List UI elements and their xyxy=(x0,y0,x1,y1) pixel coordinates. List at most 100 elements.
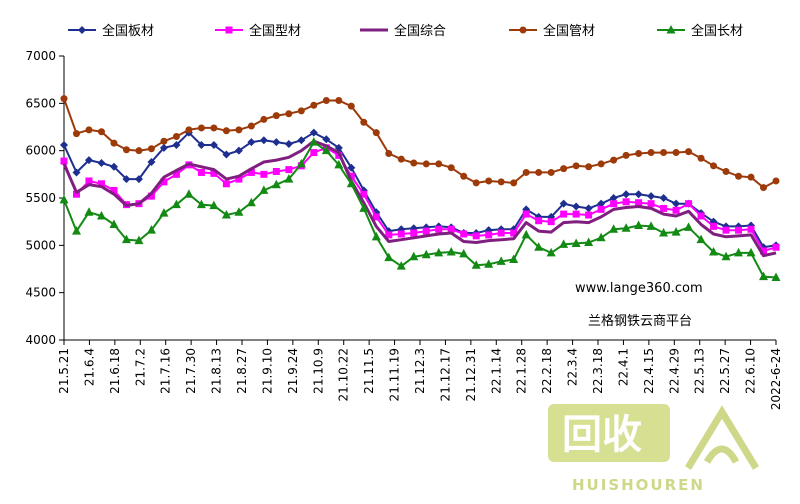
legend-label: 全国型材 xyxy=(249,23,301,39)
data-point-triangle xyxy=(459,248,469,258)
data-point-diamond xyxy=(597,199,606,208)
data-point-triangle xyxy=(359,203,369,212)
data-point-circle xyxy=(522,168,530,176)
data-point-square xyxy=(510,229,518,237)
legend-entry: 全国型材 xyxy=(215,23,301,39)
data-point-triangle xyxy=(171,199,181,209)
data-point-circle xyxy=(210,124,218,132)
data-point-triangle xyxy=(59,194,69,204)
data-point-square xyxy=(422,227,430,235)
data-point-circle xyxy=(685,148,693,156)
data-point-triangle xyxy=(346,178,356,188)
x-tick-label: 21.7.2 xyxy=(133,348,147,386)
y-tick-label: 7000 xyxy=(25,49,56,63)
data-point-square xyxy=(160,178,168,186)
data-point-circle xyxy=(560,165,568,173)
legend-label: 全国管材 xyxy=(543,23,595,39)
data-point-circle xyxy=(197,124,205,132)
data-point-square xyxy=(347,172,355,180)
data-point-square xyxy=(660,204,668,212)
data-point-triangle xyxy=(96,210,106,220)
data-point-triangle xyxy=(146,225,156,234)
data-point-diamond xyxy=(259,136,268,145)
data-point-diamond xyxy=(209,140,218,149)
y-tick-label: 4500 xyxy=(25,286,56,300)
data-point-triangle xyxy=(534,242,544,251)
data-point-circle xyxy=(697,154,705,162)
data-point-triangle xyxy=(196,199,206,209)
y-axis: 4000 4500 5000 5500 6000 6500 7000 xyxy=(25,49,65,347)
annotations: www.lange360.com 兰格钢铁云商平台 xyxy=(575,281,703,329)
data-point-square xyxy=(610,200,618,208)
data-point-square xyxy=(672,206,680,214)
data-point-triangle xyxy=(596,232,606,242)
data-point-circle xyxy=(235,126,243,134)
data-point-square xyxy=(447,225,455,233)
data-point-triangle xyxy=(646,221,656,230)
data-point-triangle xyxy=(321,145,331,155)
data-point-triangle xyxy=(246,197,256,207)
data-point-triangle xyxy=(159,208,169,217)
data-point-circle xyxy=(360,118,368,126)
data-point-triangle xyxy=(696,234,706,244)
data-point-diamond xyxy=(297,136,306,145)
data-point-triangle xyxy=(71,226,81,235)
x-tick-label: 21.12.17 xyxy=(438,348,452,401)
data-point-circle xyxy=(172,132,180,140)
data-point-square xyxy=(697,212,705,220)
data-point-diamond xyxy=(172,140,181,149)
data-point-circle xyxy=(335,96,343,104)
data-point-diamond xyxy=(322,135,331,144)
data-point-diamond xyxy=(147,158,156,167)
data-point-triangle xyxy=(484,259,494,268)
x-tick-label: 21.11.19 xyxy=(388,348,402,401)
data-point-triangle xyxy=(234,207,244,216)
data-point-triangle xyxy=(384,252,394,262)
x-tick-label: 22.4.1 xyxy=(616,348,630,386)
data-point-circle xyxy=(772,177,780,185)
data-point-square xyxy=(560,210,568,218)
data-point-triangle xyxy=(746,247,756,257)
data-point-circle xyxy=(60,95,68,103)
data-point-square xyxy=(397,230,405,238)
x-tick-label: 21.9.10 xyxy=(260,348,274,394)
data-point-diamond xyxy=(222,150,231,159)
x-tick-label: 21.10.9 xyxy=(311,348,325,394)
data-point-circle xyxy=(372,129,380,137)
data-point-square xyxy=(535,217,543,225)
legend-label: 全国板材 xyxy=(102,23,154,39)
y-tick-label: 6500 xyxy=(25,96,56,110)
data-point-square xyxy=(760,247,768,255)
data-point-square xyxy=(497,229,505,237)
data-point-triangle xyxy=(121,234,131,244)
x-tick-label: 21.12.31 xyxy=(464,348,478,401)
data-point-triangle xyxy=(684,222,694,231)
series-5 xyxy=(59,137,781,282)
source-url-annotation: www.lange360.com xyxy=(575,281,703,296)
data-point-circle xyxy=(272,112,280,120)
x-tick-label: 21.8.27 xyxy=(235,348,249,394)
data-point-square xyxy=(597,205,605,213)
data-point-triangle xyxy=(434,247,444,257)
y-tick-label: 5000 xyxy=(25,238,56,252)
data-point-square xyxy=(622,198,630,206)
data-point-triangle xyxy=(709,246,719,256)
data-point-diamond xyxy=(60,140,68,149)
x-tick-label: 21.6.18 xyxy=(108,348,122,394)
data-point-circle xyxy=(635,150,643,158)
legend-entry: 全国管材 xyxy=(509,23,595,39)
data-point-circle xyxy=(135,147,143,155)
data-point-triangle xyxy=(396,261,406,270)
data-point-square xyxy=(210,169,218,177)
data-point-circle xyxy=(72,130,80,138)
data-point-square xyxy=(410,229,418,237)
data-point-circle xyxy=(160,137,168,145)
series-line xyxy=(63,98,777,189)
data-point-circle xyxy=(660,149,668,157)
data-point-square xyxy=(572,210,580,218)
y-tick-label: 6000 xyxy=(25,144,56,158)
data-point-square xyxy=(485,231,493,239)
data-point-circle xyxy=(472,179,480,187)
data-point-triangle xyxy=(666,25,676,34)
data-point-diamond xyxy=(347,163,356,172)
